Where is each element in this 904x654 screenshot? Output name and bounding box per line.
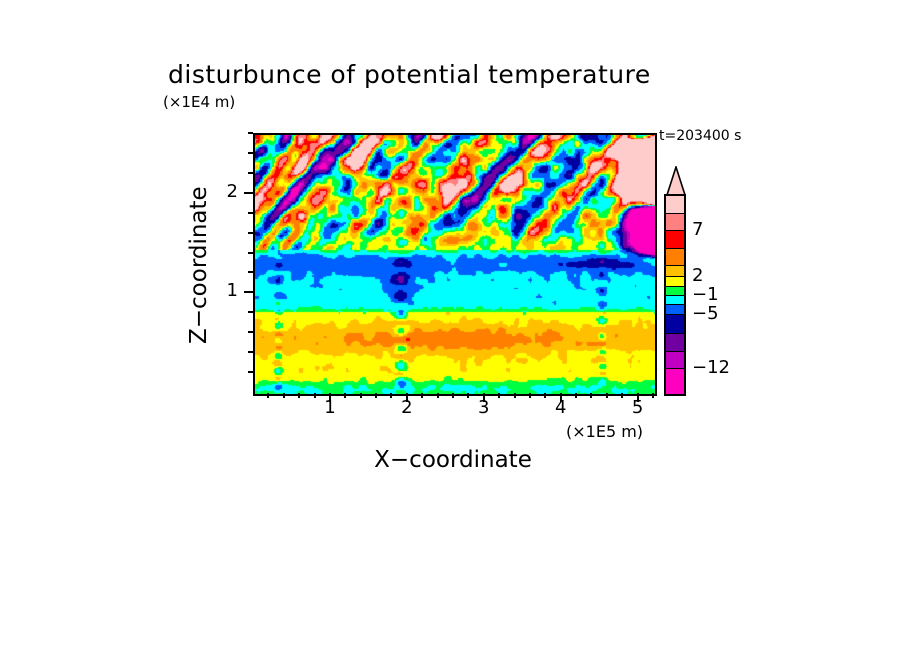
colorbar-segments	[664, 194, 686, 396]
x-minor-tick	[652, 393, 654, 398]
colorbar-segment	[666, 369, 684, 394]
colorbar-segment	[666, 315, 684, 335]
y-minor-tick	[248, 151, 253, 154]
x-minor-tick	[467, 393, 470, 398]
y-tick-label: 2	[226, 180, 238, 202]
contour-field	[255, 135, 655, 394]
x-minor-tick	[298, 393, 301, 398]
colorbar-segment	[666, 196, 684, 214]
colorbar-label: −5	[692, 303, 719, 325]
y-tick-label: 1	[226, 280, 238, 302]
x-tick-label: 4	[554, 397, 567, 418]
colorbar-segment	[666, 304, 684, 316]
x-minor-tick	[421, 393, 424, 398]
colorbar-segment	[666, 351, 684, 370]
y-minor-tick	[248, 311, 253, 314]
x-minor-tick	[528, 393, 531, 398]
colorbar-segment	[666, 276, 684, 288]
colorbar-label: 2	[692, 264, 704, 286]
y-minor-tick	[248, 231, 253, 234]
x-minor-tick	[359, 393, 362, 398]
x-major-tick	[559, 393, 562, 402]
x-minor-tick	[590, 393, 593, 398]
y-minor-tick	[248, 171, 253, 174]
y-minor-tick	[248, 251, 253, 254]
y-minor-tick	[248, 132, 253, 134]
x-minor-tick	[605, 393, 608, 398]
x-tick-label: 5	[631, 397, 644, 418]
x-major-tick	[636, 393, 639, 402]
y-minor-tick	[248, 211, 253, 214]
colorbar-segment	[666, 295, 684, 305]
x-axis-units-label: (×1E5 m)	[566, 422, 644, 441]
x-tick-label: 1	[324, 397, 336, 418]
x-major-tick	[328, 393, 331, 402]
time-annotation: t=203400 s	[659, 128, 742, 144]
contour-plot-area	[253, 133, 657, 396]
y-axis-label: Z−coordinate	[186, 186, 212, 344]
x-major-tick	[482, 393, 485, 402]
x-minor-tick	[621, 393, 624, 398]
colorbar-label: −1	[692, 283, 719, 305]
colorbar-segment	[666, 266, 684, 277]
x-axis-label: X−coordinate	[374, 447, 532, 473]
colorbar-arrow-icon	[665, 166, 687, 196]
x-minor-tick	[452, 393, 454, 398]
y-major-tick	[244, 291, 253, 294]
x-minor-tick	[498, 393, 501, 398]
colorbar-segment	[666, 213, 684, 232]
x-minor-tick	[436, 393, 439, 398]
colorbar-segment	[666, 287, 684, 296]
colorbar-label: 7	[692, 219, 704, 241]
x-tick-label: 2	[401, 397, 413, 418]
colorbar	[663, 166, 689, 398]
y-minor-tick	[248, 271, 253, 274]
x-major-tick	[405, 393, 408, 402]
x-minor-tick	[344, 393, 347, 398]
x-minor-tick	[282, 393, 285, 398]
x-minor-tick	[313, 393, 316, 398]
x-minor-tick	[575, 393, 578, 398]
y-minor-tick	[248, 371, 253, 374]
x-minor-tick	[513, 393, 516, 398]
x-tick-label: 3	[478, 397, 490, 418]
x-minor-tick	[390, 393, 393, 398]
y-minor-tick	[248, 331, 253, 334]
colorbar-segment	[666, 334, 684, 352]
x-minor-tick	[544, 393, 547, 398]
colorbar-label: −12	[692, 357, 730, 379]
x-minor-tick	[267, 393, 270, 398]
y-axis-units-label: (×1E4 m)	[163, 93, 236, 111]
y-major-tick	[244, 191, 253, 194]
y-minor-tick	[248, 351, 253, 354]
page-title: disturbunce of potential temperature	[168, 60, 651, 89]
colorbar-segment	[666, 248, 684, 267]
colorbar-segment	[666, 231, 684, 249]
x-minor-tick	[375, 393, 378, 398]
